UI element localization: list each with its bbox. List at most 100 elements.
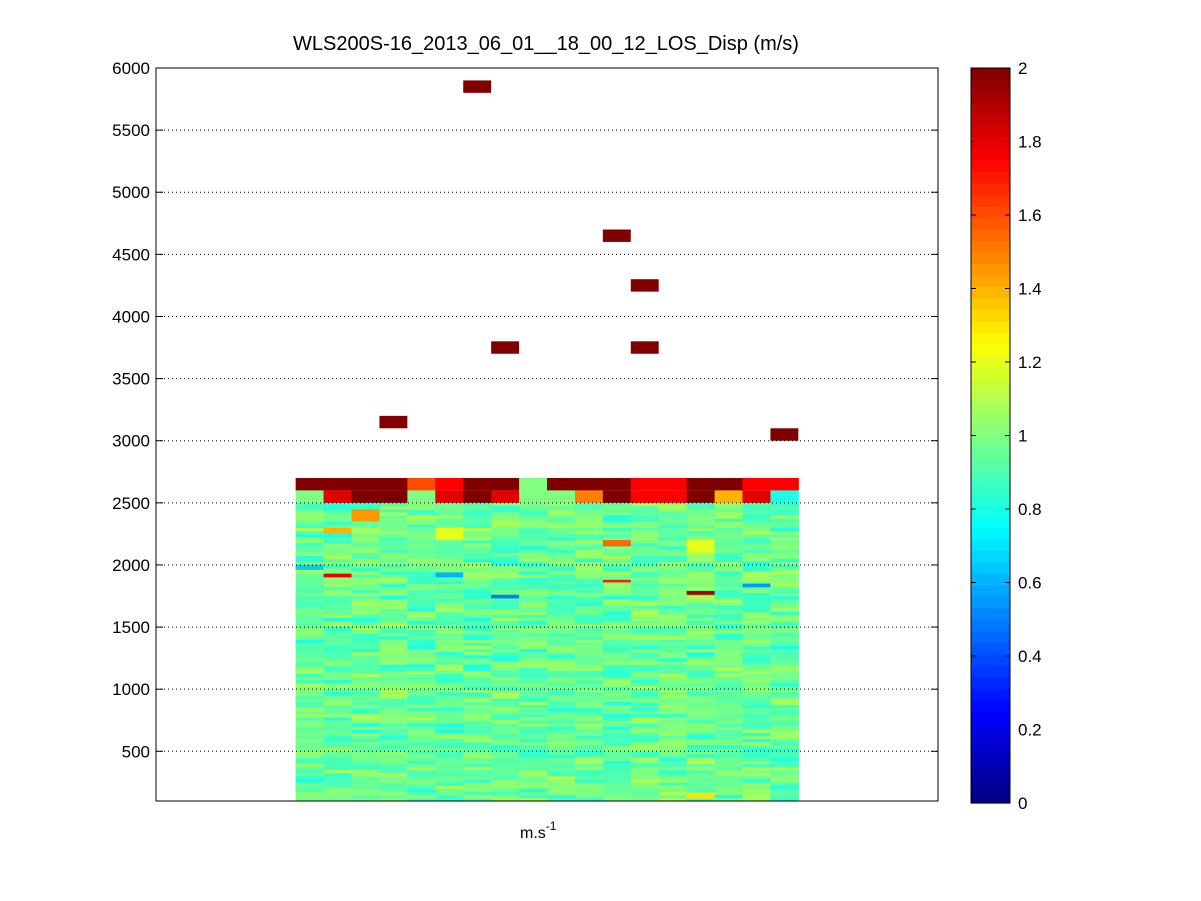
heatmap-cell	[714, 676, 743, 684]
heatmap-cell	[602, 704, 632, 709]
heatmap-cell	[686, 477, 716, 491]
heatmap-cell	[491, 574, 520, 578]
heatmap-cell	[323, 596, 352, 603]
heatmap-cell	[295, 608, 325, 612]
heatmap-cell	[770, 757, 799, 761]
heatmap-cell	[295, 682, 325, 687]
heatmap-cell	[463, 630, 492, 634]
heatmap-cell	[379, 642, 408, 647]
heatmap-cell	[714, 714, 743, 721]
heatmap-cell	[323, 521, 352, 525]
heatmap-cell	[379, 655, 408, 659]
heatmap-cell	[379, 490, 408, 503]
heatmap-cell	[714, 589, 743, 594]
heatmap-cell	[714, 760, 743, 765]
colorbar-swatch	[971, 435, 1010, 448]
heatmap-cell	[658, 757, 688, 761]
heatmap-cell	[630, 577, 660, 581]
heatmap-cell	[435, 623, 464, 628]
heatmap-cell	[770, 745, 799, 749]
outlier-cell	[379, 415, 408, 429]
heatmap-cell	[435, 776, 464, 783]
heatmap-cell	[407, 620, 436, 625]
heatmap-cell	[351, 608, 380, 616]
heatmap-cell	[407, 614, 436, 619]
heatmap-cell	[742, 586, 771, 591]
heatmap-cell	[491, 639, 520, 647]
heatmap-cell	[435, 748, 464, 752]
heatmap-cell	[602, 540, 631, 547]
colorbar-swatch	[971, 412, 1010, 425]
heatmap-cell	[379, 707, 408, 715]
heatmap-cell	[686, 627, 716, 631]
heatmap-cell	[435, 676, 464, 681]
heatmap-cell	[602, 579, 631, 583]
heatmap-cell	[574, 521, 604, 529]
heatmap-cell	[323, 602, 352, 609]
heatmap-cell	[519, 611, 548, 615]
heatmap-cell	[435, 723, 464, 727]
heatmap-cell	[519, 698, 548, 702]
heatmap-cell	[491, 726, 520, 734]
heatmap-cell	[547, 564, 576, 572]
heatmap-cell	[463, 527, 492, 532]
heatmap-cell	[574, 540, 604, 544]
heatmap-cell	[463, 574, 492, 578]
outlier-cell	[630, 279, 659, 292]
heatmap-cell	[547, 515, 576, 519]
heatmap-cell	[407, 717, 436, 721]
heatmap-cell	[435, 738, 464, 743]
heatmap-cell	[547, 639, 576, 647]
colorbar-swatch	[971, 446, 1010, 460]
heatmap-cell	[742, 751, 771, 759]
heatmap-cell	[435, 592, 464, 597]
heatmap-cell	[323, 714, 352, 718]
heatmap-cell	[463, 735, 492, 740]
heatmap-cell	[407, 766, 436, 771]
heatmap-cell	[658, 540, 688, 547]
heatmap-cell	[463, 738, 492, 743]
heatmap-cell	[295, 670, 325, 674]
heatmap-cell	[407, 723, 436, 727]
heatmap-cell	[295, 636, 325, 640]
heatmap-cell	[323, 518, 352, 522]
heatmap-cell	[686, 509, 716, 513]
heatmap-cell	[463, 714, 492, 718]
heatmap-cell	[379, 692, 408, 696]
heatmap-cell	[435, 741, 464, 746]
heatmap-cell	[379, 512, 408, 516]
heatmap-cell	[714, 490, 743, 503]
heatmap-cell	[686, 745, 716, 749]
heatmap-cell	[491, 515, 520, 519]
heatmap-cell	[630, 543, 660, 547]
heatmap-cell	[435, 639, 464, 643]
heatmap-cell	[463, 707, 492, 715]
heatmap-cell	[742, 757, 771, 761]
heatmap-cell	[519, 549, 548, 553]
heatmap-cell	[351, 583, 380, 587]
heatmap-cell	[742, 704, 771, 709]
heatmap-cell	[491, 555, 520, 560]
heatmap-cell	[742, 505, 771, 510]
heatmap-cell	[295, 763, 325, 768]
colorbar-swatch	[971, 320, 1010, 333]
heatmap-cell	[323, 589, 352, 597]
heatmap-cell	[323, 701, 352, 706]
heatmap-cell	[407, 521, 436, 525]
heatmap-cell	[630, 564, 660, 569]
colorbar-swatch	[971, 68, 1010, 81]
heatmap-cell	[491, 580, 520, 584]
heatmap-cell	[714, 558, 743, 563]
heatmap-cell	[295, 651, 325, 659]
colorbar-swatch	[971, 607, 1010, 620]
heatmap-cell	[602, 791, 632, 796]
heatmap-cell	[379, 509, 408, 513]
colorbar-swatch	[971, 309, 1010, 322]
heatmap-cell	[630, 779, 660, 783]
heatmap-cell	[658, 664, 688, 668]
heatmap-cell	[574, 611, 604, 615]
colorbar-swatch	[971, 757, 1010, 770]
heatmap-cell	[463, 589, 492, 594]
heatmap-cell	[435, 577, 464, 581]
heatmap-cell	[407, 788, 436, 792]
